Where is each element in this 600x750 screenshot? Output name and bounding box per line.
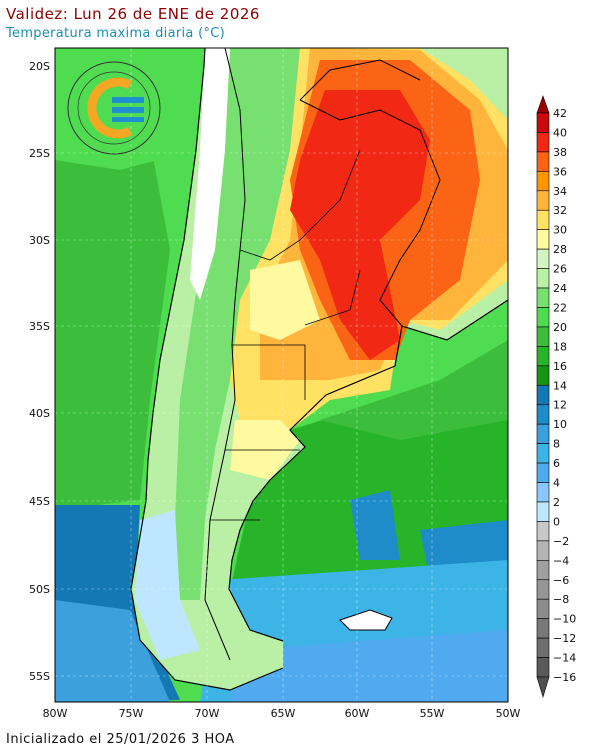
colorbar-label: −12: [553, 632, 576, 645]
lon-label: 60W: [345, 707, 370, 720]
lat-label: 30S: [29, 234, 50, 247]
colorbar-bin: [536, 132, 550, 153]
colorbar-label: 34: [553, 185, 567, 198]
latitude-labels: 20S 25S 30S 35S 40S 45S 50S 55S: [29, 60, 50, 683]
colorbar-bin: [536, 404, 550, 425]
colorbar-bin: [536, 540, 550, 561]
colorbar-bin: [536, 307, 550, 328]
colorbar-label: 6: [553, 457, 560, 470]
colorbar-bin: [536, 618, 550, 639]
colorbar-label: −2: [553, 535, 569, 548]
init-time-label: Inicializado el 25/01/2026 3 HOA: [6, 732, 235, 747]
colorbar-bin: [536, 112, 550, 133]
colorbar-bin: [536, 229, 550, 250]
lat-label: 50S: [29, 583, 50, 596]
colorbar-label: 4: [553, 477, 560, 490]
colorbar-label: 38: [553, 146, 567, 159]
colorbar-bin: [536, 171, 550, 192]
lat-label: 25S: [29, 147, 50, 160]
colorbar-bottom-arrow: [536, 676, 550, 699]
colorbar-label: −4: [553, 554, 569, 567]
colorbar-label: 28: [553, 243, 567, 256]
colorbar-label: 16: [553, 360, 567, 373]
lat-label: 35S: [29, 320, 50, 333]
smn-logo: [67, 61, 161, 155]
colorbar-bin: [536, 268, 550, 289]
lon-label: 75W: [119, 707, 144, 720]
colorbar-bin: [536, 501, 550, 522]
longitude-labels: 80W 75W 70W 65W 60W 55W 50W: [43, 707, 521, 720]
colorbar-bin: [536, 462, 550, 483]
colorbar-bin: [536, 579, 550, 600]
lat-label: 20S: [29, 60, 50, 73]
colorbar-bin: [536, 326, 550, 347]
colorbar: 424038363432302826242220181614121086420−…: [536, 95, 576, 699]
lon-label: 50W: [496, 707, 521, 720]
colorbar-label: −10: [553, 613, 576, 626]
colorbar-label: 36: [553, 165, 567, 178]
graticule: [55, 48, 508, 702]
colorbar-bin: [536, 209, 550, 230]
colorbar-bin: [536, 190, 550, 211]
lon-label: 70W: [195, 707, 220, 720]
colorbar-label: 22: [553, 301, 567, 314]
colorbar-label: 20: [553, 321, 567, 334]
colorbar-label: −8: [553, 593, 569, 606]
colorbar-bin: [536, 482, 550, 503]
lon-label: 55W: [420, 707, 445, 720]
map-frame: [54, 47, 509, 703]
colorbar-bin: [536, 598, 550, 619]
colorbar-label: 12: [553, 399, 567, 412]
variable-subtitle: Temperatura maxima diaria (°C): [6, 26, 226, 41]
colorbar-bin: [536, 521, 550, 542]
colorbar-label: 26: [553, 263, 567, 276]
lat-label: 45S: [29, 495, 50, 508]
colorbar-label: 0: [553, 515, 560, 528]
lat-label: 40S: [29, 407, 50, 420]
colorbar-label: 40: [553, 126, 567, 139]
map-field: [55, 48, 508, 702]
validity-title: Validez: Lun 26 de ENE de 2026: [6, 5, 260, 23]
colorbar-label: −6: [553, 574, 569, 587]
colorbar-bin: [536, 248, 550, 269]
colorbar-bin: [536, 560, 550, 581]
colorbar-label: 10: [553, 418, 567, 431]
colorbar-label: 18: [553, 340, 567, 353]
lon-label: 65W: [271, 707, 296, 720]
colorbar-top-arrow: [536, 95, 550, 114]
colorbar-bin: [536, 423, 550, 444]
lon-label: 80W: [43, 707, 68, 720]
colorbar-bin: [536, 346, 550, 367]
lat-label: 55S: [29, 670, 50, 683]
colorbar-label: 32: [553, 204, 567, 217]
colorbar-label: −14: [553, 652, 576, 665]
colorbar-label: −16: [553, 671, 576, 684]
colorbar-label: 24: [553, 282, 567, 295]
colorbar-bin: [536, 443, 550, 464]
colorbar-bin: [536, 287, 550, 308]
colorbar-label: 30: [553, 224, 567, 237]
colorbar-label: 8: [553, 438, 560, 451]
colorbar-bin: [536, 637, 550, 658]
colorbar-bin: [536, 365, 550, 386]
colorbar-label: 14: [553, 379, 567, 392]
colorbar-bin: [536, 384, 550, 406]
colorbar-label: 42: [553, 107, 567, 120]
colorbar-bin: [536, 151, 550, 172]
colorbar-bin: [536, 657, 550, 678]
colorbar-label: 2: [553, 496, 560, 509]
